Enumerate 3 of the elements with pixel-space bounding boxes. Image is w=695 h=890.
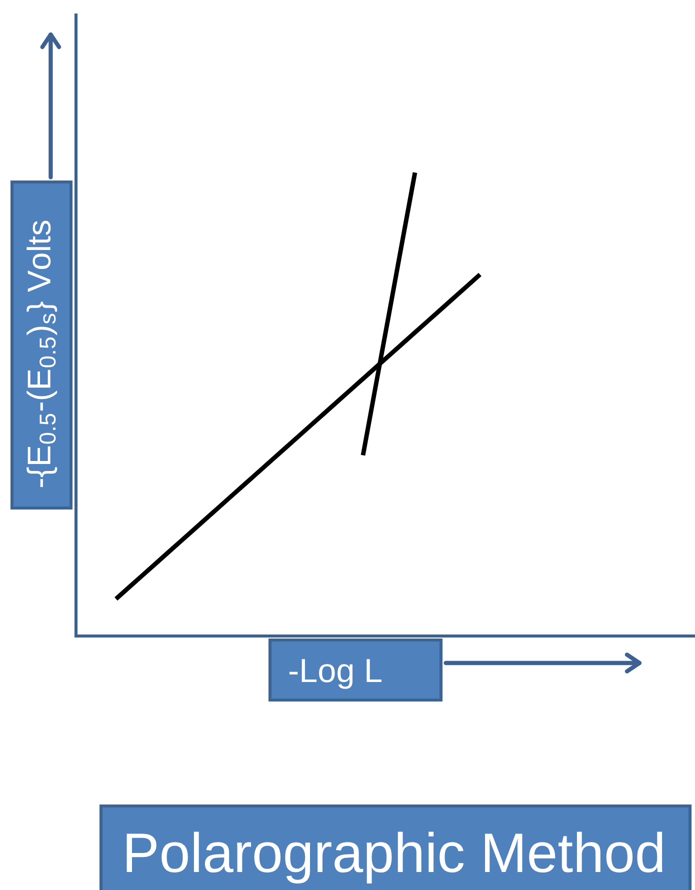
text: Polarographic Method <box>126 832 662 884</box>
y-axis-title: -{E$_{0.5}$-(E$_{0.5}$)$_{s}$} Volts <box>26 220 58 488</box>
x-axis-title: -Log L <box>289 659 382 689</box>
